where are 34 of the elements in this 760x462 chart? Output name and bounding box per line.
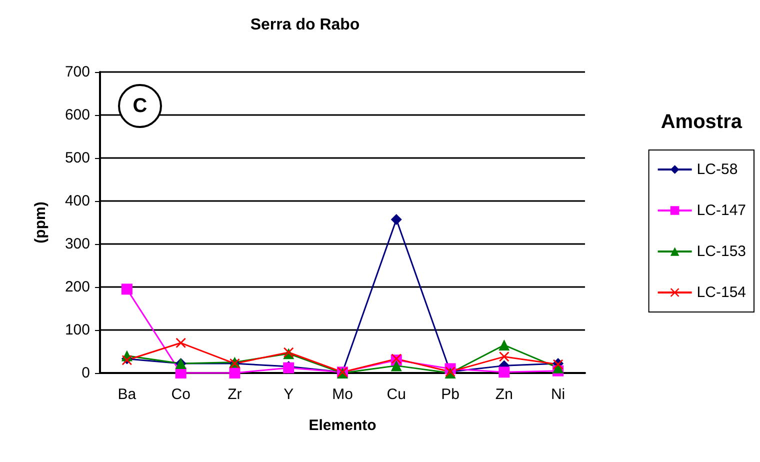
x-tick-label: Cu [386,386,406,403]
point [498,340,510,351]
point [121,284,132,295]
x-tick-label: Y [284,386,294,403]
legend-title: Amostra [660,111,743,133]
y-tick-label: 100 [64,322,90,338]
legend-label: LC-154 [696,284,746,301]
x-tick-label: Zr [228,386,242,403]
legend-label: LC-147 [696,202,746,219]
point [390,214,402,225]
y-tick-label: 0 [82,364,90,382]
legend-label: LC-153 [696,243,746,260]
circled-label: C [118,84,162,128]
point [498,366,510,378]
point [390,360,402,372]
chart-title: Serra do Rabo [250,16,360,34]
legend-label: LC-58 [696,161,738,178]
y-tick-label: 500 [64,150,90,166]
y-axis-title: (ppm) [32,202,49,244]
x-tick-label: Ni [550,386,566,403]
x-tick-label: Mo [332,386,353,403]
point [499,352,510,362]
point [176,338,186,348]
x-tick-label: Pb [441,386,460,403]
y-tick-label: 400 [64,192,90,210]
x-tick-label: Ba [118,386,137,403]
point [229,368,240,378]
y-tick-label: 600 [64,106,90,124]
x-tick-label: Zn [495,386,513,403]
y-tick-label: 300 [64,236,90,252]
y-tick-label: 200 [64,278,90,296]
x-tick-label: Co [171,386,190,403]
y-tick-label: 700 [64,64,90,80]
x-axis-title: Elemento [308,417,376,434]
